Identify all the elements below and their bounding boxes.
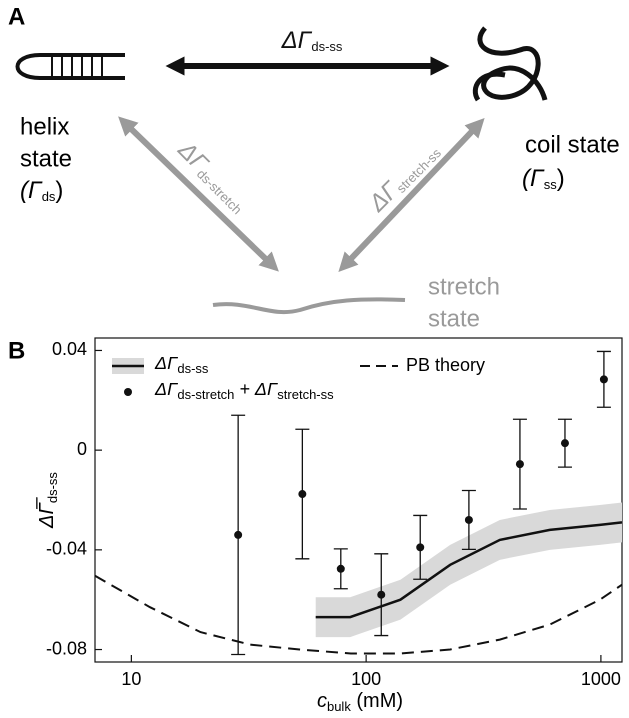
y-tick-label: -0.08 [46,638,87,658]
state-label: coil state [525,131,620,158]
data-point [298,490,307,499]
label-part: ) [557,165,565,192]
stretch-icon [212,297,406,315]
subscript: ds-ss [311,39,343,54]
subscript: ds [42,189,56,204]
data-point [416,543,425,552]
label-part: ΔΓ̅ [35,497,58,529]
panel-a: A ΔΓds-ss ΔΓds-stretch ΔΓstretch-ss heli… [8,3,620,332]
subscript: ds-stretch [177,387,234,402]
data-point [377,590,386,599]
coil-icon [472,26,548,102]
line [315,521,623,619]
subscript: stretch-ss [277,387,334,402]
x-axis-label: cbulk (mM) [317,690,403,714]
label-part: ΔΓ [154,379,178,399]
legend-label: PB theory [406,355,485,375]
legend-label: ΔΓds-ss [154,353,209,377]
data-point [515,460,524,469]
panel-label: B [8,337,25,364]
plot-frame [94,337,623,663]
label-part: + ΔΓ [234,379,278,399]
state-label: state [20,145,72,172]
legend-marker [124,388,132,396]
x-tick-label: 100 [351,669,381,689]
subscript: ds-ss [177,361,209,376]
state-energy: (Γds) [20,177,63,204]
subscript: ss [544,177,558,192]
panel-label: A [8,3,25,30]
data-point [560,439,569,448]
arrow-label: ΔΓds-ss [281,27,343,54]
data-point [336,564,345,573]
label-part: (mM) [351,690,403,712]
helix-icon [15,53,125,80]
subscript: ds-ss [45,472,60,504]
label-part: PB theory [406,355,485,375]
x-tick-label: 10 [121,669,141,689]
y-tick-label: -0.04 [46,539,87,559]
line [94,574,623,655]
x-tick-label: 1000 [581,669,621,689]
label-part: ΔΓ [281,27,313,54]
data-point [464,515,473,524]
state-label: stretch [428,273,500,300]
arrow [118,116,279,272]
state-energy: (Γss) [522,165,565,192]
label-part: ΔΓ [154,353,178,373]
state-label: helix [20,113,69,140]
y-tick-label: 0 [77,439,87,459]
label-part: c [317,690,327,712]
data-point [234,530,243,539]
data-point [599,375,608,384]
state-label: state [428,305,480,332]
label-part: ) [55,177,63,204]
label-part: (Γ [20,177,43,204]
label-part: (Γ [522,165,545,192]
y-axis-label: ΔΓ̅ds-ss [35,472,60,529]
legend-label: ΔΓds-stretch + ΔΓstretch-ss [154,379,334,403]
y-tick-label: 0.04 [52,339,87,359]
subscript: bulk [327,699,351,714]
arrow [338,118,485,272]
